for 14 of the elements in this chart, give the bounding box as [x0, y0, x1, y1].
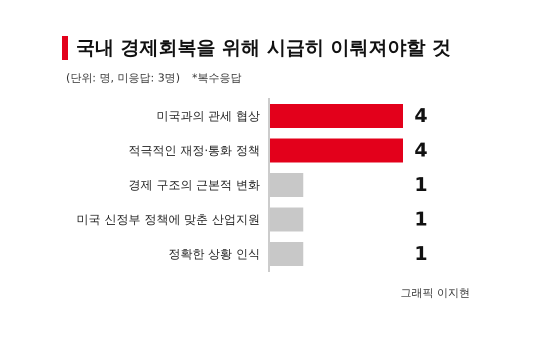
text: *복수응답 — [192, 72, 242, 84]
text: (단위: 명, 미응답: 3명) — [66, 72, 180, 84]
y-tick-label: 정확한 상황 인식 — [168, 247, 260, 261]
y-tick-label: 미국 신정부 정책에 맞춘 산업지원 — [76, 212, 260, 226]
data-label: 1 — [414, 208, 428, 230]
text: 그래픽 이지현 — [400, 286, 470, 300]
y-tick-label: 경제 구조의 근본적 변화 — [128, 178, 260, 192]
y-tick-label: 적극적인 재정·통화 정책 — [128, 144, 260, 158]
y-tick-label: 미국과의 관세 협상 — [156, 109, 260, 123]
data-label: 4 — [414, 105, 428, 127]
data-label: 4 — [414, 140, 428, 162]
chart-title: 국내 경제회복을 위해 시급히 이뤄져야할 것 — [76, 37, 452, 59]
data-label: 1 — [414, 243, 428, 265]
data-label: 1 — [414, 174, 428, 196]
